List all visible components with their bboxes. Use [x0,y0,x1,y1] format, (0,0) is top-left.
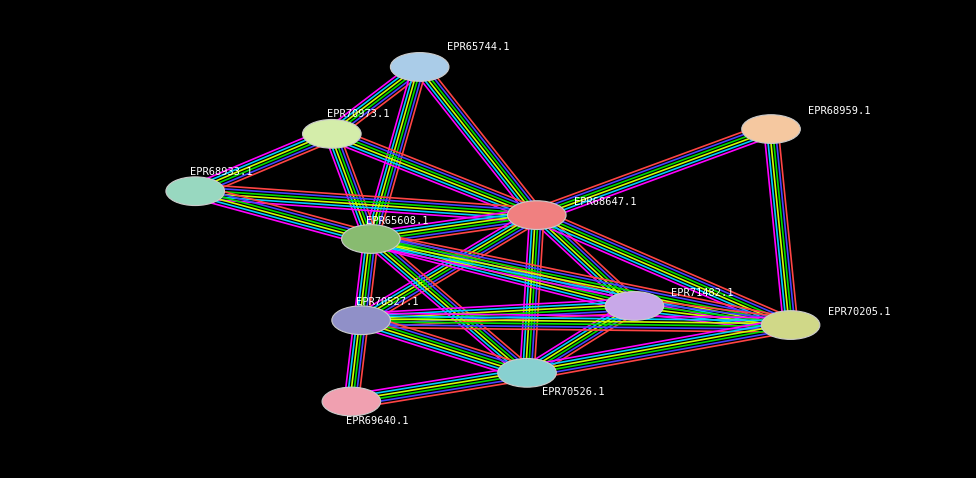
Circle shape [166,177,224,206]
Text: EPR69640.1: EPR69640.1 [346,416,409,425]
Circle shape [742,115,800,143]
Circle shape [390,53,449,81]
Circle shape [508,201,566,229]
Text: EPR71482.1: EPR71482.1 [671,288,734,297]
Circle shape [342,225,400,253]
Circle shape [332,306,390,335]
Text: EPR65608.1: EPR65608.1 [366,216,428,226]
Circle shape [322,387,381,416]
Text: EPR65744.1: EPR65744.1 [447,42,509,52]
Text: EPR70973.1: EPR70973.1 [327,109,389,119]
Text: EPR68647.1: EPR68647.1 [574,197,636,206]
Text: EPR68959.1: EPR68959.1 [808,106,871,116]
Circle shape [303,120,361,148]
Circle shape [605,292,664,320]
Text: EPR70526.1: EPR70526.1 [542,387,604,397]
Circle shape [761,311,820,339]
Text: EPR70527.1: EPR70527.1 [356,297,419,307]
Circle shape [498,358,556,387]
Text: EPR68933.1: EPR68933.1 [190,167,253,177]
Text: EPR70205.1: EPR70205.1 [828,307,890,316]
